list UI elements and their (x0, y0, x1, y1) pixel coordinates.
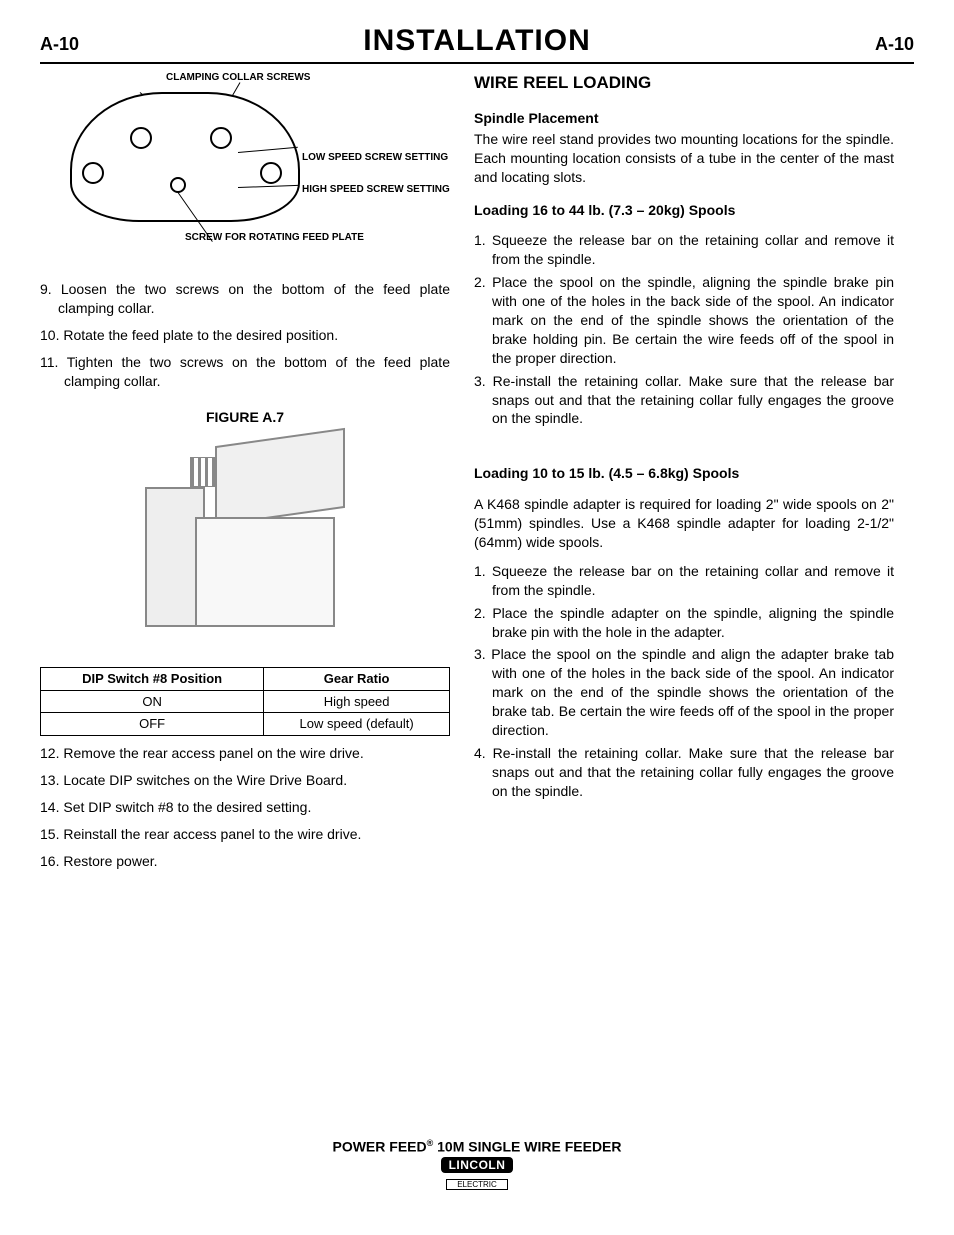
step-13: 13. Locate DIP switches on the Wire Driv… (40, 771, 450, 790)
dip-switch-table: DIP Switch #8 Position Gear Ratio ON Hig… (40, 667, 450, 736)
content-columns: CLAMPING COLLAR SCREWS LOW SPEED SCREW S… (40, 72, 914, 878)
label-low-speed: LOW SPEED SCREW SETTING (302, 152, 448, 164)
step-15: 15. Reinstall the rear access panel to t… (40, 825, 450, 844)
load-16-44-step: 2. Place the spool on the spindle, align… (474, 273, 894, 367)
load-10-15-step: 3. Place the spool on the spindle and al… (474, 645, 894, 739)
col-header-ratio: Gear Ratio (264, 668, 450, 691)
load-10-15-step: 4. Re-install the retaining collar. Make… (474, 744, 894, 801)
spindle-placement-body: The wire reel stand provides two mountin… (474, 130, 894, 187)
spindle-placement-head: Spindle Placement (474, 109, 894, 128)
page-header: A-10 INSTALLATION A-10 (40, 24, 914, 64)
page-footer: POWER FEED® 10M SINGLE WIRE FEEDER LINCO… (40, 1138, 914, 1192)
device-body (195, 517, 335, 627)
page-number-right: A-10 (875, 34, 914, 55)
product-name: POWER FEED® 10M SINGLE WIRE FEEDER (40, 1138, 914, 1155)
step-16: 16. Restore power. (40, 852, 450, 871)
table-row: OFF Low speed (default) (41, 713, 450, 736)
step-12: 12. Remove the rear access panel on the … (40, 744, 450, 763)
load-10-15-step: 1. Squeeze the release bar on the retain… (474, 562, 894, 600)
load-10-15-step: 2. Place the spindle adapter on the spin… (474, 604, 894, 642)
table-header-row: DIP Switch #8 Position Gear Ratio (41, 668, 450, 691)
gear-circle (210, 127, 232, 149)
page-number-left: A-10 (40, 34, 79, 55)
lincoln-logo: LINCOLN (441, 1157, 514, 1173)
step-9: 9. Loosen the two screws on the bottom o… (40, 280, 450, 318)
load-16-44-step: 3. Re-install the retaining collar. Make… (474, 372, 894, 429)
screw-hole (82, 162, 104, 184)
step-10: 10. Rotate the feed plate to the desired… (40, 326, 450, 345)
feed-plate-diagram: CLAMPING COLLAR SCREWS LOW SPEED SCREW S… (60, 72, 430, 272)
load-10-15-head: Loading 10 to 15 lb. (4.5 – 6.8kg) Spool… (474, 464, 894, 483)
device-lid (215, 428, 345, 526)
col-header-position: DIP Switch #8 Position (41, 668, 264, 691)
wire-reel-heading: WIRE REEL LOADING (474, 72, 894, 95)
brand-logo: LINCOLN ELECTRIC (40, 1155, 914, 1192)
label-rotating-screw: SCREW FOR ROTATING FEED PLATE (185, 232, 364, 244)
step-11: 11. Tighten the two screws on the bottom… (40, 353, 450, 391)
page-title: INSTALLATION (363, 24, 591, 58)
right-column: WIRE REEL LOADING Spindle Placement The … (474, 72, 894, 878)
load-16-44-step: 1. Squeeze the release bar on the retain… (474, 231, 894, 269)
cell-highspeed: High speed (264, 690, 450, 713)
cell-on: ON (41, 690, 264, 713)
load-16-44-head: Loading 16 to 44 lb. (7.3 – 20kg) Spools (474, 201, 894, 220)
wire-drive-illustration (145, 437, 345, 657)
step-14: 14. Set DIP switch #8 to the desired set… (40, 798, 450, 817)
electric-sublogo: ELECTRIC (446, 1179, 508, 1190)
cell-off: OFF (41, 713, 264, 736)
label-high-speed: HIGH SPEED SCREW SETTING (302, 184, 450, 196)
center-screw (170, 177, 186, 193)
load-10-15-intro: A K468 spindle adapter is required for l… (474, 495, 894, 552)
cell-lowspeed: Low speed (default) (264, 713, 450, 736)
figure-caption: FIGURE A.7 (40, 408, 450, 427)
left-column: CLAMPING COLLAR SCREWS LOW SPEED SCREW S… (40, 72, 450, 878)
gear-circle (130, 127, 152, 149)
table-row: ON High speed (41, 690, 450, 713)
screw-hole (260, 162, 282, 184)
